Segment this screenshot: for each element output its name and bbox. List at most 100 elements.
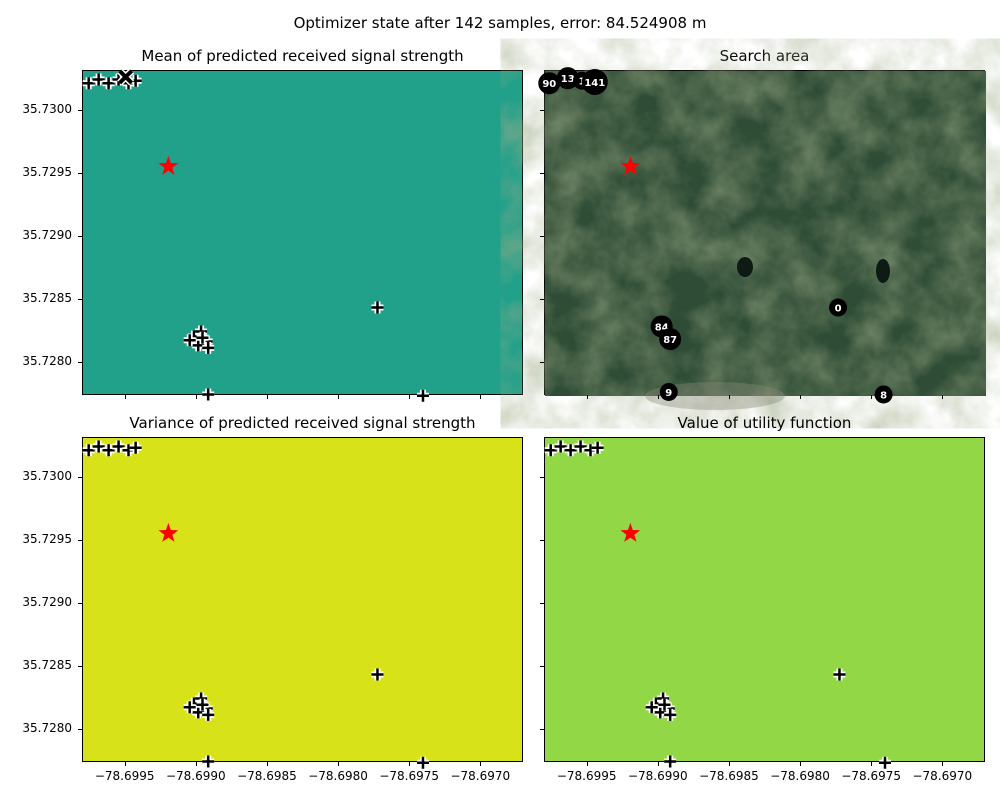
pond: [737, 257, 753, 277]
sample-label: 90: [538, 72, 561, 95]
y-tick: [540, 602, 544, 604]
plot-area: 089848790131141: [538, 67, 986, 410]
pond: [876, 259, 890, 283]
y-tick: [78, 109, 82, 111]
x-tick: [480, 762, 482, 766]
y-tick-label: 35.7285: [22, 657, 72, 672]
true-position-star: [158, 155, 179, 175]
x-tick-label: −78.6985: [699, 769, 759, 783]
sample-index: 8: [880, 390, 887, 401]
sample-index: 13: [561, 74, 575, 85]
x-tick: [266, 762, 268, 766]
x-tick: [409, 395, 411, 399]
clearing: [645, 382, 785, 410]
figure-title: Optimizer state after 142 samples, error…: [293, 14, 707, 32]
plot-panel: 089848790131141: [538, 67, 986, 410]
sample-marker: [183, 701, 196, 714]
y-tick: [78, 361, 82, 363]
plot-area: [544, 440, 891, 769]
sample-marker: [202, 708, 215, 721]
y-tick-label: 35.7295: [22, 531, 72, 546]
x-tick: [728, 395, 730, 399]
x-tick-label: −78.6980: [770, 769, 830, 783]
x-tick: [195, 762, 197, 766]
sample-marker: [92, 440, 105, 453]
sample-index: 87: [663, 335, 677, 346]
y-tick-label: 35.7280: [22, 353, 72, 368]
x-tick: [657, 762, 659, 766]
y-tick: [540, 235, 544, 237]
sample-marker: [554, 440, 567, 453]
sample-marker: [92, 73, 105, 86]
sample-marker: [878, 756, 891, 769]
x-tick: [124, 762, 126, 766]
plot-area: [82, 440, 429, 769]
x-tick-label: −78.6980: [308, 769, 368, 783]
sample-index: 84: [655, 322, 669, 333]
sample-marker: [416, 756, 429, 769]
x-tick: [657, 395, 659, 399]
x-tick: [800, 395, 802, 399]
sample-marker: [659, 382, 678, 401]
x-tick-label: −78.6995: [556, 769, 617, 783]
sample-marker: [564, 444, 577, 457]
sample-marker: [183, 334, 196, 347]
x-tick: [942, 395, 944, 399]
y-tick: [540, 539, 544, 541]
y-tick-label: 35.7285: [22, 290, 72, 305]
sample-marker: [659, 328, 682, 351]
x-tick-label: −78.6970: [450, 769, 511, 783]
sample-marker: [202, 341, 215, 354]
sample-marker: [664, 708, 677, 721]
sample-marker: [544, 444, 557, 457]
y-tick-label: 35.7290: [22, 227, 72, 242]
sample-marker: [664, 755, 677, 768]
x-tick: [195, 395, 197, 399]
y-tick: [540, 109, 544, 111]
sample-index: 90: [542, 79, 556, 90]
sample-marker: [574, 440, 587, 453]
x-tick: [942, 762, 944, 766]
x-tick: [266, 395, 268, 399]
y-tick-label: 35.7295: [22, 164, 72, 179]
x-tick-label: −78.6975: [841, 769, 902, 783]
sample-marker: [196, 331, 209, 344]
y-tick: [78, 298, 82, 300]
x-tick-label: −78.6985: [237, 769, 297, 783]
sample-marker: [371, 301, 384, 314]
x-tick-label: −78.6990: [165, 769, 226, 783]
sample-marker: [645, 701, 658, 714]
sample-marker: [82, 77, 95, 90]
satellite-texture: [545, 71, 986, 396]
estimate-marker: [117, 68, 135, 86]
y-tick: [78, 728, 82, 730]
sample-marker: [196, 698, 209, 711]
sample-index: 0: [835, 304, 842, 315]
x-tick: [728, 762, 730, 766]
y-tick-label: 35.7300: [22, 468, 72, 483]
y-tick: [540, 172, 544, 174]
true-position-star: [620, 155, 641, 175]
sample-marker: [538, 72, 561, 95]
sample-label: 141: [581, 68, 608, 95]
sample-marker: [581, 68, 608, 95]
y-tick: [540, 476, 544, 478]
true-position-star: [620, 522, 641, 542]
plot-panel: [544, 437, 985, 769]
panel-title: Search area: [719, 47, 810, 65]
sample-label: 8: [874, 385, 893, 404]
sample-marker: [556, 67, 579, 90]
x-tick: [800, 762, 802, 766]
plot-panel: [82, 437, 523, 769]
sample-label: 13: [556, 67, 579, 90]
y-tick: [78, 172, 82, 174]
sample-marker: [829, 298, 848, 317]
y-tick: [78, 602, 82, 604]
sample-label: 87: [659, 328, 682, 351]
sample-marker: [129, 441, 142, 454]
y-tick: [78, 476, 82, 478]
x-tick: [338, 762, 340, 766]
y-tick-label: 35.7290: [22, 594, 72, 609]
sample-marker: [416, 389, 429, 402]
